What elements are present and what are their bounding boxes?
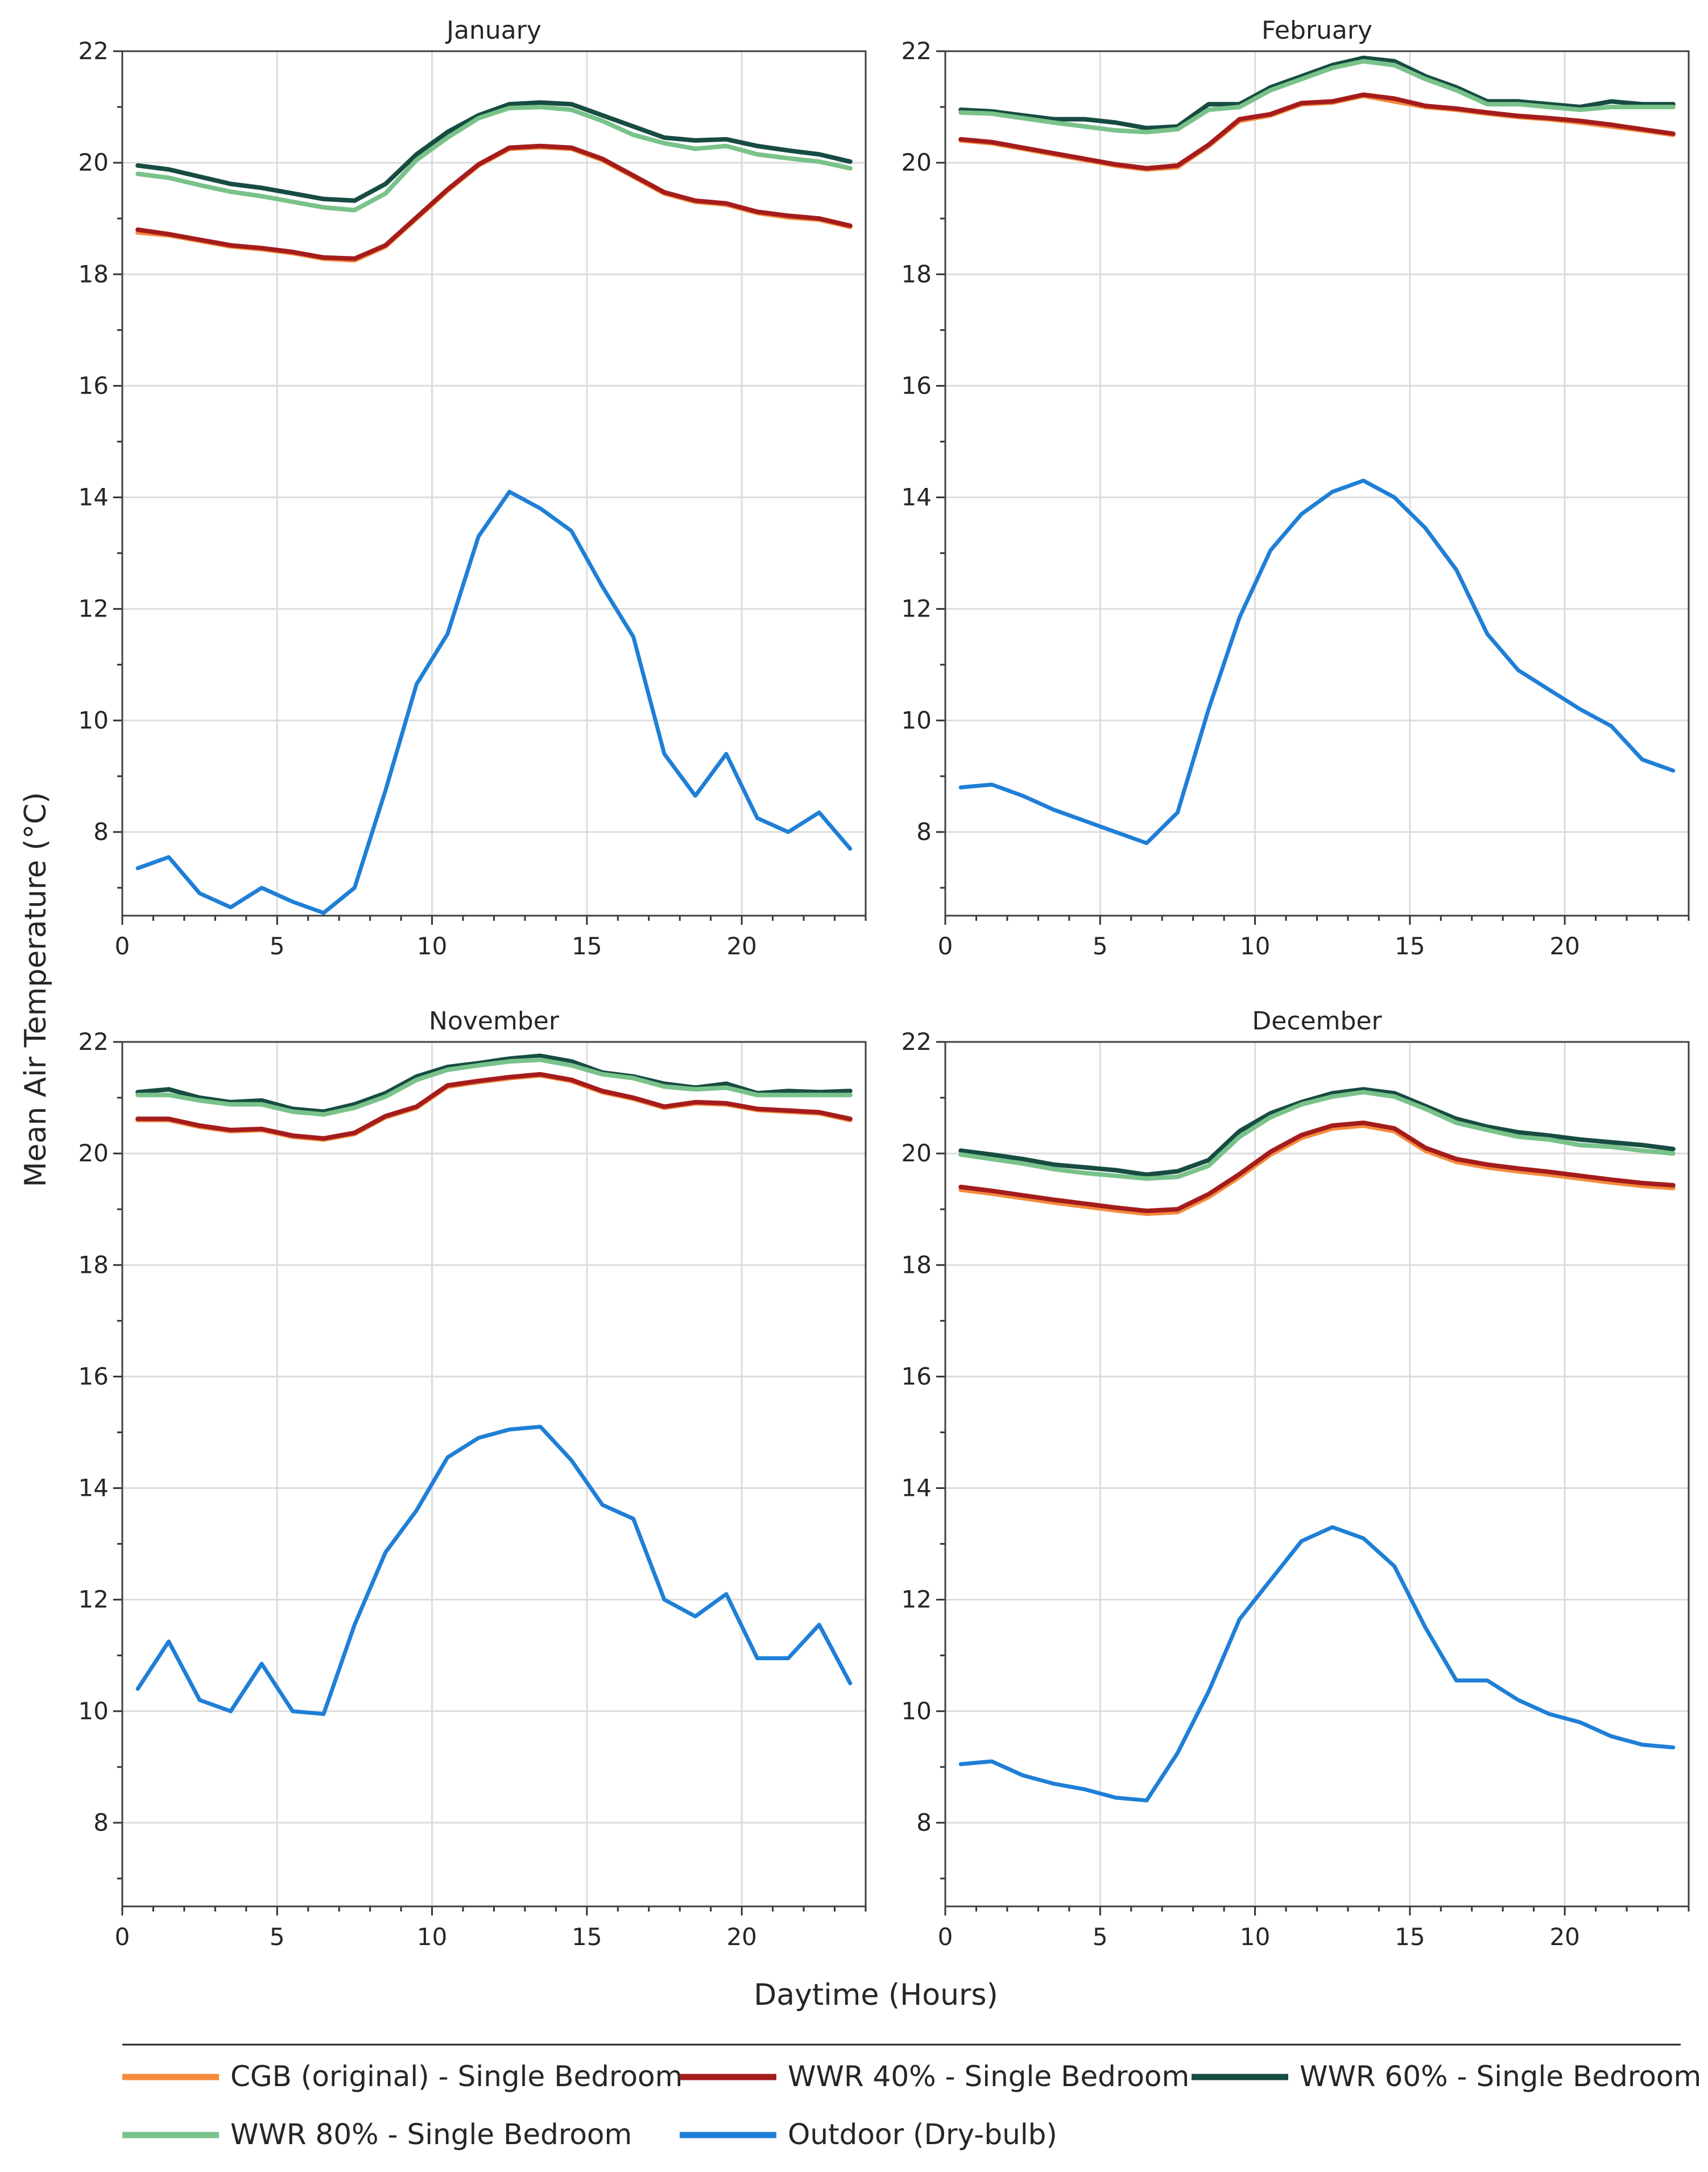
y-tick-label: 8 [916, 818, 932, 846]
series-line-cgb-original-single-bedroom [958, 1123, 1676, 1216]
panel-title: December [1252, 1007, 1382, 1036]
legend-item: WWR 80% - Single Bedroom [122, 2118, 632, 2151]
y-tick-label: 22 [78, 37, 109, 65]
x-tick-label: 0 [938, 932, 953, 960]
plot-area [122, 1042, 866, 1906]
plot-frame [121, 50, 867, 917]
legend-label: WWR 40% - Single Bedroom [788, 2060, 1189, 2093]
y-tick-label: 16 [78, 371, 109, 399]
y-tick-label: 10 [78, 706, 109, 734]
series-line-outdoor-dry-bulb [958, 1525, 1676, 1803]
legend-item: CGB (original) - Single Bedroom [122, 2060, 683, 2093]
panel-november: 8 10 12 14 16 18 20 22 0 5 10 15 20 November [78, 1007, 867, 1951]
panels-layer: 8 10 12 14 16 18 20 22 0 5 10 15 20 January 8 10 12 14 16 1… [78, 16, 1690, 1951]
x-tick-label: 0 [115, 932, 130, 960]
x-tick-label: 0 [115, 1923, 130, 1951]
plot-frame [121, 1041, 867, 1908]
x-tick-label: 10 [1240, 932, 1270, 960]
series-line-wwr-80-single-bedroom [135, 1057, 853, 1117]
y-tick-label: 16 [78, 1362, 109, 1390]
legend-label: CGB (original) - Single Bedroom [230, 2060, 683, 2093]
series-line-wwr-40-single-bedroom [135, 1071, 853, 1141]
plot-area [122, 51, 866, 916]
y-tick-label: 12 [901, 1586, 932, 1614]
y-tick-label: 16 [901, 371, 932, 399]
panel-title: February [1262, 16, 1372, 45]
legend-label: WWR 60% - Single Bedroom [1300, 2060, 1701, 2093]
series-line-wwr-60-single-bedroom [135, 100, 853, 203]
y-tick-label: 22 [78, 1028, 109, 1056]
series-line-wwr-80-single-bedroom [135, 105, 853, 213]
y-tick-label: 20 [78, 148, 109, 176]
y-tick-label: 8 [93, 818, 109, 846]
y-tick-label: 12 [78, 1586, 109, 1614]
x-tick-label: 20 [1549, 1923, 1579, 1951]
panel-january: 8 10 12 14 16 18 20 22 0 5 10 15 20 January [78, 16, 867, 960]
y-tick-label: 14 [901, 1474, 932, 1502]
y-tick-label: 18 [901, 260, 932, 288]
panel-december: 8 10 12 14 16 18 20 22 0 5 10 15 20 December [901, 1007, 1690, 1951]
legend-item: WWR 40% - Single Bedroom [680, 2060, 1189, 2093]
panel-title: January [445, 16, 541, 45]
legend: CGB (original) - Single Bedroom WWR 40% -… [122, 2060, 1701, 2151]
y-tick-label: 14 [78, 483, 109, 511]
y-tick-label: 22 [901, 1028, 932, 1056]
y-axis-title: Mean Air Temperature (°C) [19, 792, 53, 1188]
y-tick-label: 14 [901, 483, 932, 511]
x-tick-label: 5 [1093, 932, 1108, 960]
series-line-wwr-60-single-bedroom [135, 1053, 853, 1114]
series-line-outdoor-dry-bulb [135, 1425, 853, 1716]
x-tick-label: 5 [1093, 1923, 1108, 1951]
x-axis-title: Daytime (Hours) [754, 1978, 998, 2012]
x-tick-label: 10 [417, 932, 447, 960]
series-line-outdoor-dry-bulb [135, 490, 853, 915]
y-tick-label: 14 [78, 1474, 109, 1502]
y-tick-label: 18 [78, 1251, 109, 1279]
x-tick-label: 15 [572, 932, 602, 960]
x-tick-label: 10 [1240, 1923, 1270, 1951]
y-tick-label: 12 [901, 595, 932, 623]
series-line-wwr-40-single-bedroom [958, 1120, 1676, 1214]
series-line-wwr-80-single-bedroom [958, 59, 1676, 135]
legend-label: Outdoor (Dry-bulb) [788, 2118, 1057, 2151]
y-tick-label: 10 [901, 1697, 932, 1725]
series-line-wwr-60-single-bedroom [958, 55, 1676, 131]
y-tick-label: 12 [78, 595, 109, 623]
y-tick-label: 16 [901, 1362, 932, 1390]
panel-title: November [429, 1007, 560, 1036]
y-tick-label: 20 [78, 1139, 109, 1167]
y-tick-label: 8 [916, 1809, 932, 1836]
y-tick-label: 8 [93, 1809, 109, 1836]
x-tick-label: 20 [726, 1923, 756, 1951]
legend-item: Outdoor (Dry-bulb) [680, 2118, 1057, 2151]
x-tick-label: 20 [726, 932, 756, 960]
panel-february: 8 10 12 14 16 18 20 22 0 5 10 15 20 February [901, 16, 1690, 960]
series-line-outdoor-dry-bulb [958, 478, 1676, 845]
legend-label: WWR 80% - Single Bedroom [230, 2118, 632, 2151]
y-tick-label: 18 [78, 260, 109, 288]
x-tick-label: 15 [1395, 932, 1425, 960]
plot-frame [944, 1041, 1690, 1908]
x-tick-label: 5 [270, 932, 285, 960]
legend-item: WWR 60% - Single Bedroom [1192, 2060, 1701, 2093]
series-line-wwr-40-single-bedroom [958, 92, 1676, 171]
x-tick-label: 15 [1395, 1923, 1425, 1951]
x-tick-label: 0 [938, 1923, 953, 1951]
series-line-wwr-60-single-bedroom [958, 1087, 1676, 1177]
x-tick-label: 15 [572, 1923, 602, 1951]
series-line-wwr-80-single-bedroom [958, 1090, 1676, 1181]
y-tick-label: 20 [901, 1139, 932, 1167]
y-tick-label: 20 [901, 148, 932, 176]
series-line-wwr-40-single-bedroom [135, 143, 853, 261]
y-tick-label: 10 [901, 706, 932, 734]
y-tick-label: 18 [901, 1251, 932, 1279]
x-tick-label: 10 [417, 1923, 447, 1951]
y-tick-label: 10 [78, 1697, 109, 1725]
x-tick-label: 5 [270, 1923, 285, 1951]
plot-area [945, 51, 1689, 916]
y-tick-label: 22 [901, 37, 932, 65]
x-tick-label: 20 [1549, 932, 1579, 960]
plot-frame [944, 50, 1690, 917]
